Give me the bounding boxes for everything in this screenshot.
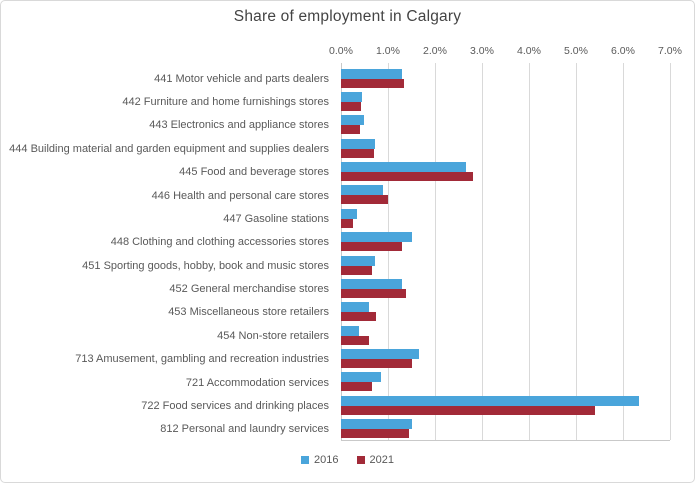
gridline — [435, 63, 436, 440]
bar-2021 — [341, 242, 403, 252]
legend-swatch-2021 — [356, 456, 365, 464]
x-axis-tick-labels: 0.0% 1.0% 2.0% 3.0% 4.0% 5.0% 6.0% 7.0% — [329, 45, 682, 59]
bar-2016 — [341, 138, 376, 149]
bar-2021 — [341, 359, 412, 368]
bar-2016 — [341, 232, 412, 243]
category-label: 447 Gasoline stations — [223, 212, 329, 225]
bar-2016 — [341, 372, 381, 383]
bar-2021 — [341, 405, 595, 415]
legend-swatch-2016 — [301, 456, 310, 464]
bar-2016 — [341, 115, 364, 126]
gridline — [576, 63, 577, 440]
category-label: 442 Furniture and home furnishings store… — [122, 96, 329, 109]
category-label: 452 General merchandise stores — [169, 283, 329, 296]
legend: 2016 2021 — [1, 451, 694, 469]
bar-2021 — [341, 382, 372, 392]
gridline — [529, 63, 530, 440]
chart-title: Share of employment in Calgary — [233, 8, 462, 25]
category-label: 722 Food services and drinking places — [141, 399, 329, 412]
legend-item-2021: 2021 — [356, 454, 394, 466]
x-axis-tick-label: 3.0% — [470, 45, 494, 57]
gridline — [482, 63, 483, 440]
category-label: 453 Miscellaneous store retailers — [168, 306, 329, 319]
bar-2021 — [341, 335, 370, 345]
bar-2021 — [341, 288, 406, 298]
category-label: 446 Health and personal care stores — [151, 189, 329, 202]
category-label: 443 Electronics and appliance stores — [149, 119, 329, 132]
gridline — [623, 63, 624, 440]
bar-2021 — [341, 125, 360, 135]
bar-2016 — [341, 302, 370, 313]
gridline — [670, 63, 671, 440]
bar-2016 — [341, 208, 358, 219]
category-label: 445 Food and beverage stores — [179, 166, 329, 179]
x-axis-tick-label: 6.0% — [611, 45, 635, 57]
bar-2021 — [341, 312, 377, 322]
bar-2021 — [341, 195, 388, 205]
category-label: 721 Accommodation services — [185, 376, 329, 389]
category-label: 451 Sporting goods, hobby, book and musi… — [82, 259, 329, 272]
gridline — [388, 63, 389, 440]
legend-item-2016: 2016 — [301, 454, 339, 466]
category-label: 448 Clothing and clothing accessories st… — [110, 236, 329, 249]
category-label: 713 Amusement, gambling and recreation i… — [75, 353, 329, 366]
bar-2021 — [341, 172, 473, 181]
category-label: 441 Motor vehicle and parts dealers — [154, 72, 329, 85]
x-axis-tick-label: 5.0% — [564, 45, 588, 57]
category-label: 444 Building material and garden equipme… — [9, 142, 329, 155]
bar-2021 — [341, 218, 353, 228]
bar-2021 — [341, 101, 361, 111]
x-axis-tick-label: 2.0% — [423, 45, 447, 57]
x-axis-tick-label: 1.0% — [376, 45, 400, 57]
bar-2021 — [341, 429, 410, 439]
x-axis-tick-label: 0.0% — [329, 45, 353, 57]
bar-2016 — [341, 419, 412, 430]
category-label: 812 Personal and laundry services — [160, 423, 329, 436]
bar-2016 — [341, 349, 419, 359]
bar-2016 — [341, 325, 359, 336]
y-axis-line — [341, 63, 342, 440]
bar-2016 — [341, 162, 466, 172]
legend-label: 2021 — [369, 454, 394, 466]
x-axis-tick-label: 7.0% — [658, 45, 682, 57]
plot-area — [341, 63, 671, 441]
bar-2021 — [341, 78, 405, 88]
legend-label: 2016 — [314, 454, 339, 466]
bar-2016 — [341, 395, 640, 406]
bar-2016 — [341, 255, 376, 266]
bar-2016 — [341, 185, 384, 196]
y-axis-category-labels: 441 Motor vehicle and parts dealers 442 F… — [1, 63, 335, 441]
bar-2021 — [341, 148, 374, 158]
x-axis-tick-label: 4.0% — [517, 45, 541, 57]
bar-2016 — [341, 91, 363, 102]
bar-2016 — [341, 278, 403, 289]
category-label: 454 Non-store retailers — [217, 329, 329, 342]
bar-2021 — [341, 265, 372, 275]
bar-2016 — [341, 68, 403, 79]
